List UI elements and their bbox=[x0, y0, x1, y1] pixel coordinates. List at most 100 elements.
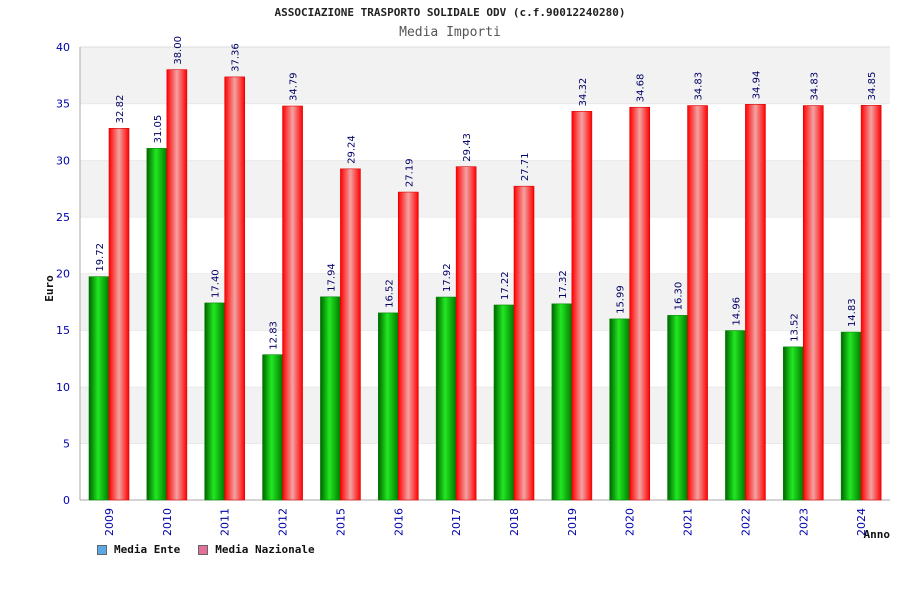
bar-nazionale bbox=[629, 106, 651, 501]
y-tick-label: 10 bbox=[56, 381, 70, 394]
bar-ente bbox=[204, 302, 226, 501]
value-label: 29.24 bbox=[346, 135, 357, 164]
legend-label-ente: Media Ente bbox=[114, 543, 181, 556]
legend-item-nazionale: Media Nazionale bbox=[198, 543, 315, 556]
value-label: 34.85 bbox=[867, 72, 878, 101]
x-tick-label: 2017 bbox=[450, 508, 463, 536]
value-label: 34.68 bbox=[636, 74, 647, 103]
bar-nazionale bbox=[455, 166, 477, 501]
bar-nazionale bbox=[513, 185, 535, 501]
grid-band bbox=[80, 273, 890, 331]
value-label: 34.83 bbox=[809, 72, 820, 101]
bar-ente bbox=[493, 304, 515, 501]
value-label: 19.72 bbox=[95, 243, 106, 272]
bar-ente bbox=[146, 148, 168, 501]
grid-band bbox=[80, 386, 890, 444]
y-tick-label: 5 bbox=[63, 437, 70, 450]
value-label: 27.71 bbox=[520, 153, 531, 182]
bar-nazionale bbox=[802, 105, 824, 501]
bar-ente bbox=[725, 330, 746, 501]
value-label: 14.83 bbox=[847, 298, 858, 327]
bar-ente bbox=[377, 312, 399, 501]
value-label: 17.94 bbox=[326, 263, 337, 292]
chart-title: ASSOCIAZIONE TRASPORTO SOLIDALE ODV (c.f… bbox=[274, 6, 626, 19]
x-tick-label: 2020 bbox=[624, 508, 637, 536]
legend-item-ente: Media Ente bbox=[97, 543, 180, 556]
x-tick-label: 2022 bbox=[739, 508, 752, 536]
value-label: 27.19 bbox=[404, 158, 415, 187]
bar-nazionale bbox=[745, 104, 766, 501]
grid-band bbox=[80, 443, 890, 500]
y-tick-label: 40 bbox=[56, 41, 70, 54]
bar-ente bbox=[609, 318, 631, 501]
tick-labels: 0 5 10 15 20 25 30 35 40 Euro Anno 2009 2010 2011 2012… bbox=[43, 41, 890, 541]
bar-ente bbox=[435, 296, 457, 501]
value-label: 14.96 bbox=[731, 297, 742, 326]
x-tick-label: 2015 bbox=[334, 508, 347, 536]
y-tick-label: 25 bbox=[56, 211, 70, 224]
bar-ente bbox=[551, 303, 573, 501]
x-tick-label: 2021 bbox=[682, 508, 695, 536]
x-tick-label: 2012 bbox=[277, 508, 290, 536]
bar-ente bbox=[262, 354, 283, 501]
legend: Media Ente Media Nazionale bbox=[97, 543, 315, 556]
x-tick-label: 2018 bbox=[508, 508, 521, 536]
bar-nazionale bbox=[108, 128, 130, 501]
value-label: 13.52 bbox=[789, 313, 800, 342]
bar-nazionale bbox=[397, 191, 419, 501]
bar-nazionale bbox=[282, 105, 303, 501]
x-tick-label: 2024 bbox=[855, 508, 868, 536]
bar-nazionale bbox=[860, 105, 882, 501]
bar-nazionale bbox=[687, 105, 708, 501]
value-label: 17.40 bbox=[211, 269, 222, 298]
value-label: 34.79 bbox=[289, 72, 300, 101]
value-label: 17.92 bbox=[442, 263, 453, 292]
value-label: 32.82 bbox=[115, 95, 126, 124]
chart-subtitle: Media Importi bbox=[399, 25, 501, 40]
bar-ente bbox=[88, 276, 110, 501]
bar-ente bbox=[782, 346, 804, 501]
x-tick-label: 2019 bbox=[566, 508, 579, 536]
x-tick-label: 2016 bbox=[392, 508, 405, 536]
value-label: 17.22 bbox=[500, 271, 511, 300]
value-label: 12.83 bbox=[269, 321, 280, 350]
value-label: 17.32 bbox=[558, 270, 569, 299]
bars bbox=[88, 69, 882, 501]
y-tick-label: 35 bbox=[56, 98, 70, 111]
y-tick-label: 30 bbox=[56, 154, 70, 167]
x-tick-label: 2009 bbox=[103, 508, 116, 536]
value-label: 15.99 bbox=[616, 285, 627, 314]
value-label: 29.43 bbox=[462, 133, 473, 162]
value-label: 16.30 bbox=[674, 282, 685, 311]
value-label: 34.94 bbox=[751, 71, 762, 100]
y-tick-label: 20 bbox=[56, 268, 70, 281]
bar-ente bbox=[320, 296, 341, 501]
grid-bands bbox=[80, 46, 890, 500]
value-label: 34.83 bbox=[694, 72, 705, 101]
bar-nazionale bbox=[340, 168, 361, 501]
value-labels: 19.72 32.82 31.05 38.00 17.40 37.36 12.83 34.79… bbox=[95, 36, 878, 350]
grid-band bbox=[80, 47, 890, 104]
bar-nazionale bbox=[571, 111, 593, 501]
grid-band bbox=[80, 160, 890, 217]
x-axis-title: Anno bbox=[864, 528, 891, 541]
legend-swatch-ente bbox=[97, 544, 107, 555]
bar-nazionale bbox=[166, 69, 188, 501]
legend-swatch-nazionale bbox=[198, 544, 209, 555]
grid-band bbox=[80, 216, 890, 274]
x-tick-label: 2011 bbox=[219, 508, 232, 536]
grid-band bbox=[80, 103, 890, 161]
x-tick-label: 2010 bbox=[161, 508, 174, 536]
y-axis-title: Euro bbox=[43, 275, 56, 302]
bar-ente bbox=[667, 315, 688, 501]
value-label: 31.05 bbox=[153, 115, 164, 144]
value-label: 34.32 bbox=[578, 78, 589, 107]
bar-nazionale bbox=[224, 76, 246, 501]
value-label: 16.52 bbox=[384, 279, 395, 308]
y-tick-label: 15 bbox=[56, 324, 70, 337]
value-label: 38.00 bbox=[173, 36, 184, 65]
legend-label-nazionale: Media Nazionale bbox=[215, 543, 315, 556]
grid-band bbox=[80, 330, 890, 387]
value-label: 37.36 bbox=[231, 43, 242, 72]
